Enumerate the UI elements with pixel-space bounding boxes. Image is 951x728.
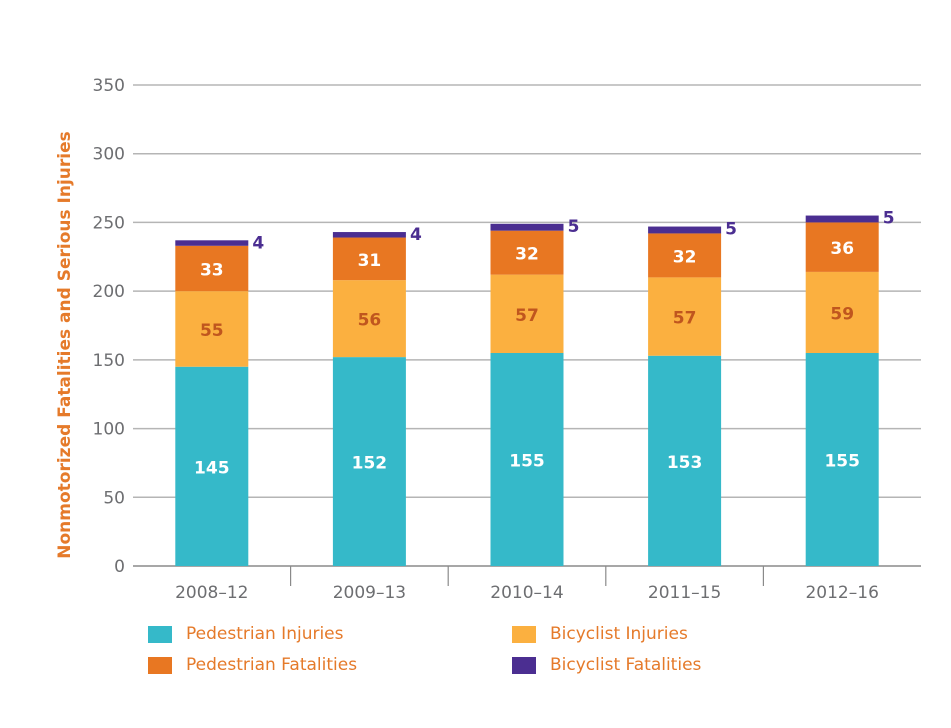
y-tick-label: 0 <box>114 557 125 577</box>
data-label: 55 <box>200 321 224 341</box>
bar-segment <box>648 355 722 566</box>
bar-segment <box>175 245 249 292</box>
bar-segment <box>805 271 879 353</box>
bar-segment <box>332 357 406 566</box>
y-tick-label: 100 <box>93 420 125 440</box>
legend-item-pedestrian-fatalities: Pedestrian Fatalities <box>148 655 357 675</box>
bar-segment <box>490 230 564 275</box>
x-tick-label: 2008–12 <box>175 583 248 603</box>
bar-segment <box>490 352 564 566</box>
y-tick-label: 50 <box>103 488 125 508</box>
bar-segment <box>175 240 249 246</box>
x-tick-label: 2011–15 <box>648 583 721 603</box>
x-tick-label: 2010–14 <box>490 583 563 603</box>
y-tick-label: 200 <box>93 282 125 302</box>
legend-label: Pedestrian Injuries <box>186 624 344 644</box>
bar-segment <box>648 226 722 234</box>
legend-label: Bicyclist Fatalities <box>550 655 702 675</box>
bar-segment <box>648 233 722 278</box>
legend-swatch <box>148 656 172 674</box>
data-label: 33 <box>200 260 224 280</box>
y-tick-label: 300 <box>93 145 125 165</box>
x-tick-label: 2009–13 <box>333 583 406 603</box>
data-label: 5 <box>568 217 580 237</box>
bar-segment <box>175 291 249 367</box>
legend-label: Bicyclist Injuries <box>550 624 688 644</box>
y-tick-label: 250 <box>93 213 125 233</box>
y-axis-label: Nonmotorized Fatalities and Serious Inju… <box>55 131 75 558</box>
data-label: 4 <box>252 233 264 253</box>
data-label: 152 <box>352 454 388 474</box>
data-label: 145 <box>194 458 230 478</box>
data-label: 155 <box>509 451 545 471</box>
legend-item-bicyclist-injuries: Bicyclist Injuries <box>512 624 688 644</box>
data-label: 31 <box>358 251 382 271</box>
bar-segment <box>805 215 879 223</box>
bar-segment <box>175 366 249 566</box>
data-label: 153 <box>667 453 703 473</box>
data-label: 155 <box>824 451 860 471</box>
data-label: 57 <box>515 306 539 326</box>
data-label: 56 <box>358 311 382 331</box>
legend-label: Pedestrian Fatalities <box>186 655 358 675</box>
data-label: 32 <box>515 245 539 265</box>
data-label: 36 <box>830 239 854 259</box>
data-label: 5 <box>725 220 737 240</box>
data-label: 4 <box>410 225 422 245</box>
x-tick-label: 2012–16 <box>805 583 878 603</box>
bar-segment <box>805 352 879 566</box>
data-label: 5 <box>883 209 895 229</box>
bar-segment <box>805 222 879 272</box>
data-label: 59 <box>830 304 854 324</box>
data-label: 57 <box>673 309 697 329</box>
bar-segment <box>490 223 564 231</box>
y-tick-label: 350 <box>93 76 125 96</box>
legend-item-pedestrian-injuries: Pedestrian Injuries <box>148 624 344 644</box>
bar-segment <box>332 237 406 281</box>
y-tick-label: 150 <box>93 351 125 371</box>
legend-swatch <box>512 656 536 674</box>
bar-segment <box>332 280 406 358</box>
bar-segment <box>490 274 564 353</box>
legend-swatch <box>512 625 536 643</box>
data-label: 32 <box>673 247 697 267</box>
bar-segment <box>332 232 406 238</box>
legend-swatch <box>148 625 172 643</box>
legend-item-bicyclist-fatalities: Bicyclist Fatalities <box>512 655 701 675</box>
bar-segment <box>648 277 722 356</box>
